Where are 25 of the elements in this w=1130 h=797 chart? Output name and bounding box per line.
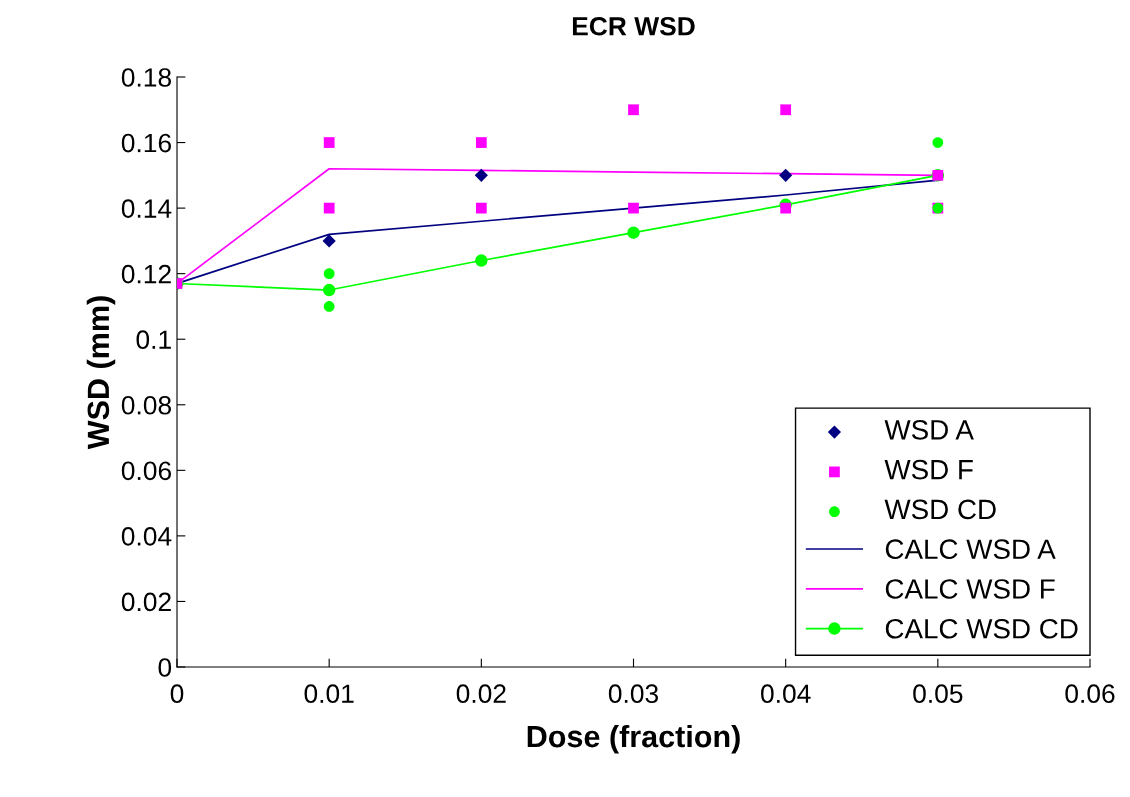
x-axis-title: Dose (fraction): [527, 724, 740, 754]
y-tick-label: 0.08: [121, 395, 171, 415]
y-tick-label: 0.1: [136, 330, 171, 350]
y-tick-label: 0.02: [121, 592, 171, 612]
y-tick-label: 0.06: [121, 461, 171, 481]
x-tick-label: 0.02: [456, 684, 506, 704]
y-tick-label: 0.14: [121, 199, 172, 218]
chart-title: ECR WSD: [572, 16, 695, 36]
x-tick-label: 0.03: [608, 684, 659, 704]
y-tick-label: 0: [158, 658, 172, 677]
y-tick-label: 0.12: [121, 264, 171, 284]
x-tick-label: 0.04: [761, 684, 811, 704]
y-tick-label: 0.16: [121, 133, 171, 153]
legend-label: WSD CD: [884, 499, 996, 520]
x-tick-label: 0.01: [304, 684, 354, 704]
x-tick-label: 0.05: [913, 684, 963, 704]
legend-label: CALC WSD CD: [885, 618, 1078, 639]
legend-label: CALC WSD F: [885, 579, 1055, 599]
y-tick-label: 0.18: [121, 68, 171, 87]
x-tick-label: 0.06: [1065, 684, 1115, 704]
y-axis-title: WSD (mm): [86, 296, 116, 450]
legend-label: WSD F: [884, 459, 973, 480]
legend-label: WSD A: [884, 420, 974, 440]
legend-label: CALC WSD A: [885, 539, 1056, 560]
y-tick-label: 0.04: [121, 527, 172, 546]
